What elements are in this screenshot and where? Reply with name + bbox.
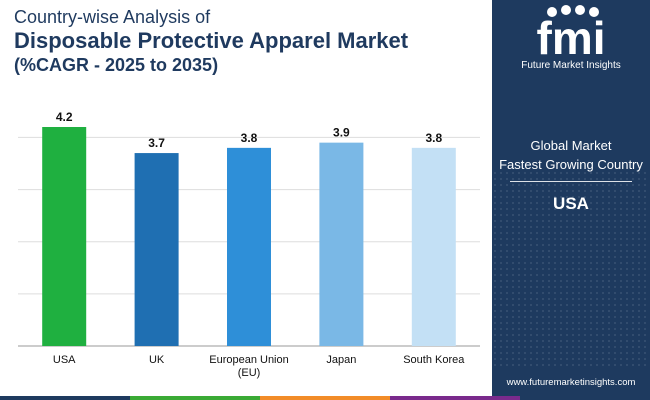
x-tick-label-0: USA: [53, 354, 76, 366]
website-link[interactable]: www.futuremarketinsights.com: [506, 377, 636, 388]
global-market-label: Global Market: [530, 138, 612, 153]
bar-2: [227, 147, 271, 346]
x-tick-label-4: South Korea: [403, 354, 465, 366]
x-tick-label-line: (EU): [238, 367, 261, 379]
strip-segment: [390, 396, 520, 400]
x-tick-label-line: USA: [53, 354, 76, 366]
bottom-color-strip: [0, 396, 650, 400]
x-tick-label-1: UK: [149, 354, 165, 366]
x-tick-label-2: European Union (EU): [209, 354, 289, 379]
data-label-4: 3.8: [425, 131, 442, 145]
fmi-logo: fmi: [537, 5, 606, 64]
data-label-1: 3.7: [148, 136, 165, 150]
strip-segment: [0, 396, 130, 400]
bar-0: [42, 127, 87, 346]
x-tick-label-line: European Union: [209, 354, 289, 366]
title-line-1: Country-wise Analysis of: [14, 7, 211, 27]
data-label-2: 3.8: [241, 131, 258, 145]
strip-segment: [520, 396, 650, 400]
data-label-3: 3.9: [333, 126, 350, 140]
chart-title: Country-wise Analysis of Disposable Prot…: [14, 6, 484, 76]
sidebar-divider: [510, 181, 632, 182]
x-tick-label-3: Japan: [326, 354, 356, 366]
x-tick-label-line: South Korea: [403, 354, 465, 366]
data-label-0: 4.2: [56, 110, 73, 124]
world-map-pattern: [492, 170, 650, 370]
fastest-growing-label: Fastest Growing Country: [499, 157, 643, 172]
bar-4: [411, 147, 456, 346]
bar-chart-svg: 4.2 USA 3.7 UK 3.8 European Union (EU) 3.9 Japan…: [18, 110, 480, 379]
strip-segment: [130, 396, 260, 400]
logo-icon-4: [589, 7, 599, 17]
logo-icon-2: [561, 5, 571, 15]
x-tick-label-line: UK: [149, 354, 165, 366]
svg-text:fmi: fmi: [537, 12, 606, 64]
strip-segment: [260, 396, 390, 400]
logo-icon-3: [575, 5, 585, 15]
logo-icon-1: [547, 7, 557, 17]
bar-chart: 4.2 USA 3.7 UK 3.8 European Union (EU) 3.9 Japan…: [18, 110, 480, 379]
bar-3: [319, 142, 364, 346]
sidebar-panel: fmi Future Market Insights Global Market…: [492, 0, 650, 400]
x-tick-label-line: Japan: [326, 354, 356, 366]
fastest-growing-country: USA: [553, 194, 589, 213]
title-line-3: (%CAGR - 2025 to 2035): [14, 55, 219, 75]
brand-name: Future Market Insights: [521, 60, 621, 71]
title-line-2: Disposable Protective Apparel Market: [14, 28, 409, 53]
bar-1: [134, 153, 179, 346]
